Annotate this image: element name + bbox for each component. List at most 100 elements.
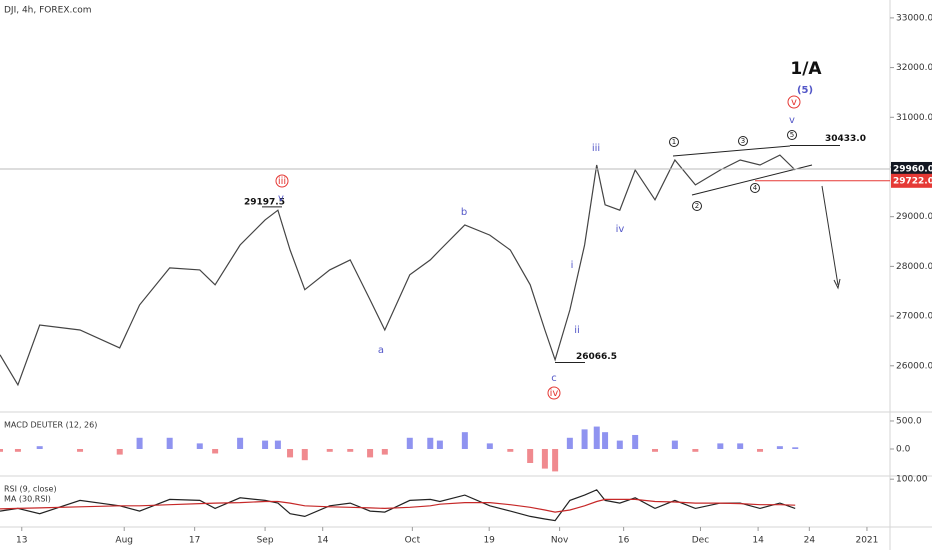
macd-bar — [136, 437, 143, 449]
macd-bar — [0, 448, 3, 452]
macd-title: MACD DEUTER (12, 26) — [4, 421, 97, 430]
wave-circle — [547, 386, 561, 400]
trendline — [691, 164, 813, 196]
price-level-label: 29197.5 — [244, 197, 285, 207]
wave-label: 5 — [790, 131, 794, 139]
macd-bar — [116, 448, 123, 455]
x-tick-label: 19 — [483, 536, 495, 546]
price-line — [0, 498, 796, 513]
x-tick-label: Oct — [405, 536, 421, 546]
wave-label: 3 — [741, 137, 745, 145]
x-tick-label: Sep — [257, 536, 274, 546]
x-tick-label: 16 — [618, 536, 630, 546]
macd-bar — [632, 434, 639, 449]
y-tick-label: 28000.0 — [896, 262, 932, 272]
macd-bar — [581, 429, 588, 449]
wave-circle — [692, 201, 702, 211]
macd-bar — [717, 443, 724, 449]
x-tick-label: 2021 — [855, 536, 878, 546]
y-tick-label: 26000.0 — [896, 361, 932, 371]
x-tick-label: 17 — [189, 536, 200, 546]
macd-bar — [77, 448, 84, 452]
price-line — [0, 154, 796, 387]
trendline — [672, 145, 791, 157]
y-tick-label: 32000.0 — [896, 63, 932, 73]
wave-label: v — [278, 193, 284, 204]
macd-bar — [507, 448, 514, 452]
macd-bar — [427, 437, 434, 449]
y-tick-label: 27000.0 — [896, 312, 932, 322]
wave-label: a — [378, 345, 384, 356]
wave-label: 1/A — [790, 59, 822, 79]
macd-bar — [166, 437, 173, 449]
wave-label: 4 — [753, 184, 758, 192]
macd-bar — [541, 448, 548, 469]
price-box — [891, 161, 932, 176]
wave-label: c — [551, 373, 557, 384]
y-tick-label: 29000.0 — [896, 212, 932, 222]
macd-bar — [792, 447, 799, 449]
x-tick-label: 14 — [752, 536, 764, 546]
chart-title: DJI, 4h, FOREX.com — [4, 6, 92, 16]
wave-label: v — [789, 115, 795, 126]
macd-bar — [326, 448, 333, 452]
ma-legend: MA (30,RSI) — [4, 495, 51, 504]
macd-bar — [593, 426, 600, 449]
price-level-label: 30433.0 — [825, 134, 866, 144]
rsi-title: RSI (9, close) — [4, 485, 57, 494]
wave-circle — [669, 137, 679, 147]
y-tick-label: 33000.0 — [896, 13, 932, 23]
macd-bar — [527, 448, 534, 463]
price-line — [0, 489, 796, 522]
wave-label: iii — [278, 176, 286, 187]
wave-label: v — [791, 97, 797, 108]
x-tick-label: 13 — [16, 536, 27, 546]
y-tick-label: 500.0 — [896, 416, 922, 426]
macd-bar — [274, 440, 281, 449]
macd-bar — [652, 448, 659, 452]
macd-bar — [737, 443, 744, 449]
macd-bar — [262, 440, 269, 449]
wave-label: iii — [592, 143, 600, 154]
price-level-label: 29722.0 — [893, 176, 932, 186]
wave-circle — [738, 136, 748, 146]
macd-bar — [237, 437, 244, 449]
x-tick-label: 14 — [317, 536, 329, 546]
macd-bar — [406, 437, 413, 449]
macd-bar — [776, 446, 783, 449]
wave-circle — [787, 95, 801, 109]
macd-bar — [757, 448, 764, 452]
wave-label: 2 — [695, 202, 699, 210]
macd-bar — [671, 440, 678, 449]
price-level-label: 26066.5 — [576, 352, 617, 362]
macd-bar — [381, 448, 388, 455]
wave-label: iv — [616, 224, 625, 235]
macd-bar — [436, 440, 443, 449]
arrow-head — [833, 278, 841, 290]
macd-bar — [616, 440, 623, 449]
y-tick-label: 31000.0 — [896, 113, 932, 123]
macd-bar — [287, 448, 294, 458]
macd-bar — [461, 432, 468, 449]
macd-bar — [552, 448, 559, 472]
macd-bar — [301, 448, 308, 461]
wave-label: b — [461, 207, 467, 218]
price-box — [891, 173, 932, 188]
wave-label: 1 — [672, 138, 676, 146]
price-level-label: 29960.0 — [893, 164, 932, 174]
macd-bar — [566, 437, 573, 449]
wave-circle — [275, 174, 289, 188]
x-tick-label: Nov — [551, 536, 569, 546]
x-tick-label: Aug — [115, 536, 133, 546]
wave-label: i — [571, 260, 574, 271]
macd-bar — [196, 443, 203, 449]
wave-label: iv — [550, 388, 559, 399]
macd-bar — [347, 448, 354, 452]
wave-label: (5) — [797, 85, 813, 96]
wave-circle — [787, 130, 797, 140]
macd-bar — [14, 448, 21, 452]
projection-arrow — [821, 185, 839, 286]
y-tick-label: 100.00 — [896, 475, 928, 485]
